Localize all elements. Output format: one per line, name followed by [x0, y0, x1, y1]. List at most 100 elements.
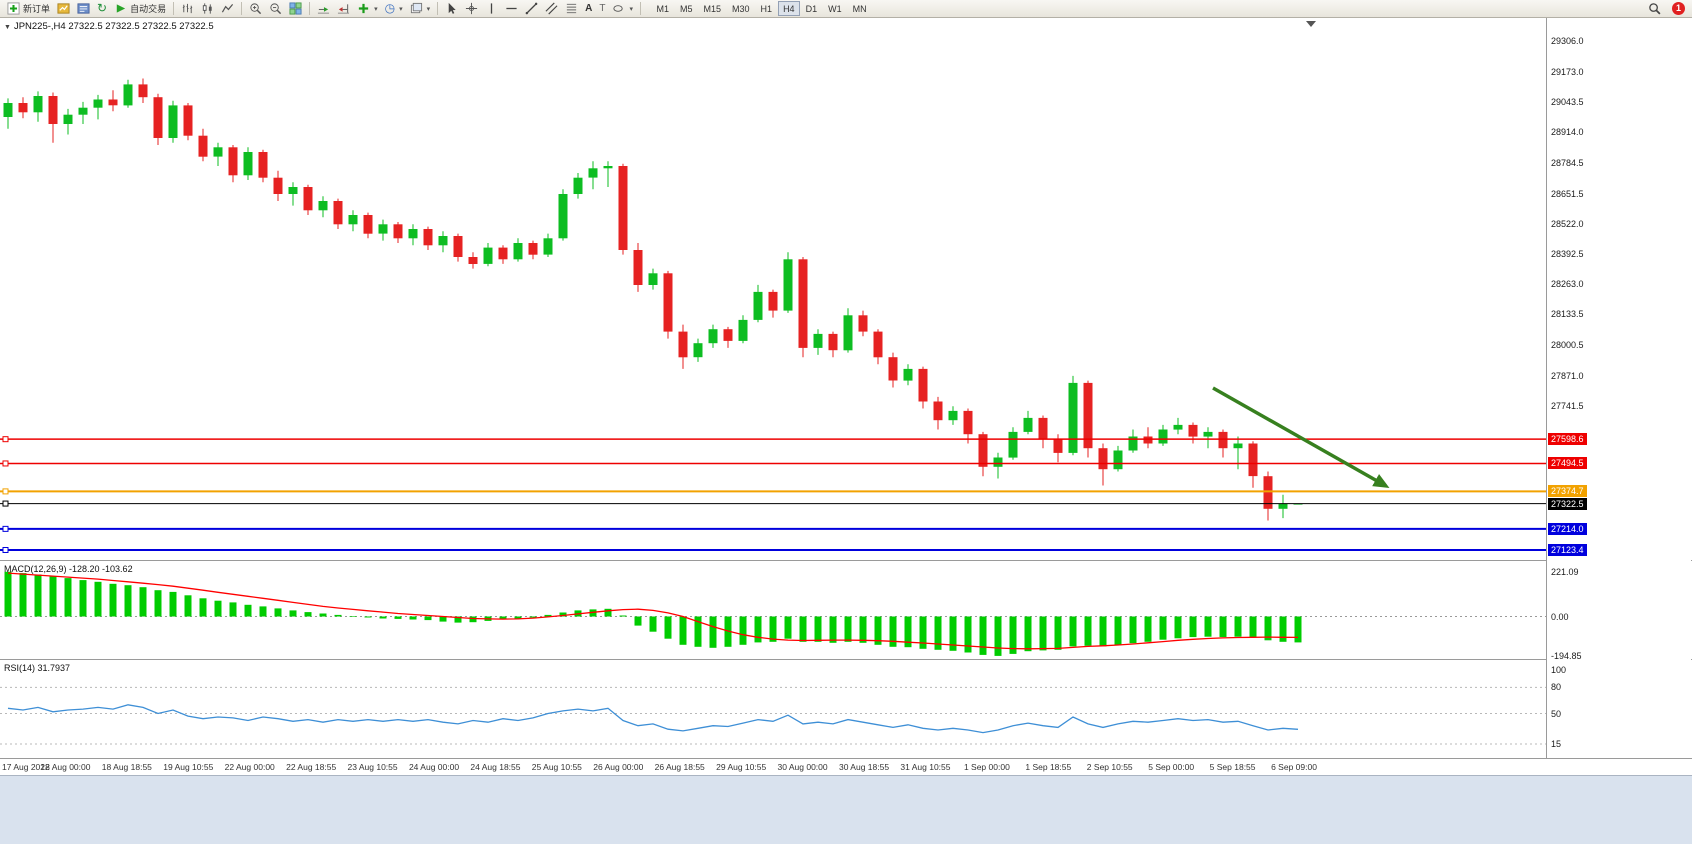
label-tool-button[interactable]: T — [596, 1, 608, 17]
candle — [348, 215, 358, 225]
line-handle[interactable] — [2, 488, 9, 495]
macd-bar — [829, 616, 837, 643]
horizontal-line-tool-button[interactable] — [502, 1, 521, 17]
macd-bar — [94, 581, 102, 617]
candle — [1008, 431, 1018, 458]
candle — [318, 201, 328, 211]
candle — [33, 96, 43, 113]
timeframe-button-h4[interactable]: H4 — [777, 1, 801, 16]
data-window-button[interactable] — [74, 1, 93, 17]
candle — [63, 114, 73, 124]
candle — [603, 166, 613, 169]
auto-trading-button[interactable]: 自动交易 — [111, 1, 169, 17]
macd-bar — [244, 604, 252, 617]
channel-tool-button[interactable] — [542, 1, 561, 17]
timeframe-button-d1[interactable]: D1 — [805, 4, 818, 14]
candle — [303, 187, 313, 211]
macd-bar — [1249, 616, 1257, 638]
notification-badge[interactable]: 1 — [1672, 2, 1685, 15]
macd-bar — [274, 608, 282, 617]
templates-button[interactable]: ▾ — [407, 1, 434, 17]
text-tool-button[interactable]: A — [582, 1, 595, 17]
line-handle[interactable] — [2, 436, 9, 443]
search-button[interactable] — [1645, 1, 1664, 17]
macd-bar — [1219, 616, 1227, 638]
price-axis-label: 27741.5 — [1551, 400, 1584, 411]
macd-bar — [1129, 616, 1137, 644]
crosshair-tool-button[interactable] — [462, 1, 481, 17]
timeframe-button-m5[interactable]: M5 — [680, 4, 693, 14]
trend-arrow[interactable] — [1212, 386, 1390, 488]
macd-bar — [964, 616, 972, 653]
candle — [858, 315, 868, 332]
candle — [258, 152, 268, 178]
timeframe-button-w1[interactable]: W1 — [828, 4, 842, 14]
chart-shift-button[interactable] — [334, 1, 353, 17]
time-axis-label: 2 Sep 10:55 — [1086, 762, 1133, 772]
timeframe-button-h1[interactable]: H1 — [760, 4, 773, 14]
price-axis[interactable]: 29306.0 29173.0 29043.5 28914.0 28784.5 28651… — [1546, 18, 1691, 758]
macd-bar — [889, 616, 897, 647]
price-axis-label: 28133.5 — [1551, 309, 1584, 320]
candle — [213, 147, 223, 157]
macd-panel-svg[interactable] — [0, 561, 1546, 659]
candle — [828, 333, 838, 351]
line-handle[interactable] — [2, 460, 9, 467]
candle — [1248, 443, 1258, 477]
timeframe-button-m15[interactable]: M15 — [703, 4, 722, 14]
line-handle[interactable] — [2, 500, 9, 507]
shift-marker — [1306, 21, 1316, 27]
new-order-button[interactable]: 新订单 — [4, 1, 53, 17]
periods-button[interactable]: ◷ ▾ — [382, 1, 406, 17]
cursor-tool-button[interactable] — [442, 1, 461, 17]
time-axis-label: 18 Aug 18:55 — [101, 762, 152, 772]
macd-bar — [859, 616, 867, 643]
candle — [408, 229, 418, 239]
bar-chart-button[interactable] — [178, 1, 197, 17]
panel-divider[interactable] — [0, 560, 1692, 561]
candle — [573, 177, 583, 194]
line-handle[interactable] — [2, 525, 9, 532]
rsi-panel-svg[interactable] — [0, 660, 1546, 758]
candle — [903, 368, 913, 381]
rsi-axis-label: 80 — [1551, 682, 1562, 693]
candlestick-chart-button[interactable] — [198, 1, 217, 17]
main-chart-svg[interactable] — [0, 18, 1546, 560]
timeframe-button-m1[interactable]: M1 — [656, 4, 669, 14]
vertical-line-tool-button[interactable] — [482, 1, 501, 17]
time-axis[interactable]: 17 Aug 2022 18 Aug 00:00 18 Aug 18:55 19 Au… — [0, 758, 1692, 775]
one-click-trading-arrow[interactable]: ▼ — [4, 24, 11, 31]
candle — [168, 105, 178, 138]
candle — [153, 97, 163, 138]
macd-bar — [259, 606, 267, 617]
fibonacci-tool-button[interactable] — [562, 1, 581, 17]
shapes-tool-button[interactable]: ▾ — [609, 1, 636, 17]
time-axis-label: 30 Aug 18:55 — [838, 762, 890, 772]
candle — [1023, 417, 1033, 432]
zoom-out-button[interactable] — [266, 1, 285, 17]
macd-bar — [199, 598, 207, 617]
timeframe-button-mn[interactable]: MN — [852, 4, 867, 14]
panel-divider[interactable] — [0, 659, 1692, 660]
candle — [1068, 382, 1078, 453]
refresh-button[interactable]: ↻ — [94, 1, 110, 17]
macd-bar — [1009, 616, 1017, 654]
candle — [723, 329, 733, 341]
macd-bar — [394, 616, 402, 619]
auto-scroll-button[interactable] — [314, 1, 333, 17]
tile-windows-button[interactable] — [286, 1, 305, 17]
line-chart-button[interactable] — [218, 1, 237, 17]
indicators-button[interactable]: ▾ — [354, 1, 381, 17]
price-axis-label: 28651.5 — [1551, 188, 1584, 199]
zoom-in-button[interactable] — [246, 1, 265, 17]
chevron-down-icon: ▾ — [399, 5, 403, 13]
trendline-tool-button[interactable] — [522, 1, 541, 17]
macd-bar — [844, 616, 852, 642]
templates-icon — [410, 2, 422, 14]
macd-bar — [769, 616, 777, 642]
price-tag-27123.4: 27123.4 — [1548, 544, 1587, 556]
line-handle[interactable] — [2, 547, 9, 554]
timeframe-button-m30[interactable]: M30 — [732, 4, 750, 14]
candle — [888, 357, 898, 381]
market-watch-button[interactable] — [54, 1, 73, 17]
